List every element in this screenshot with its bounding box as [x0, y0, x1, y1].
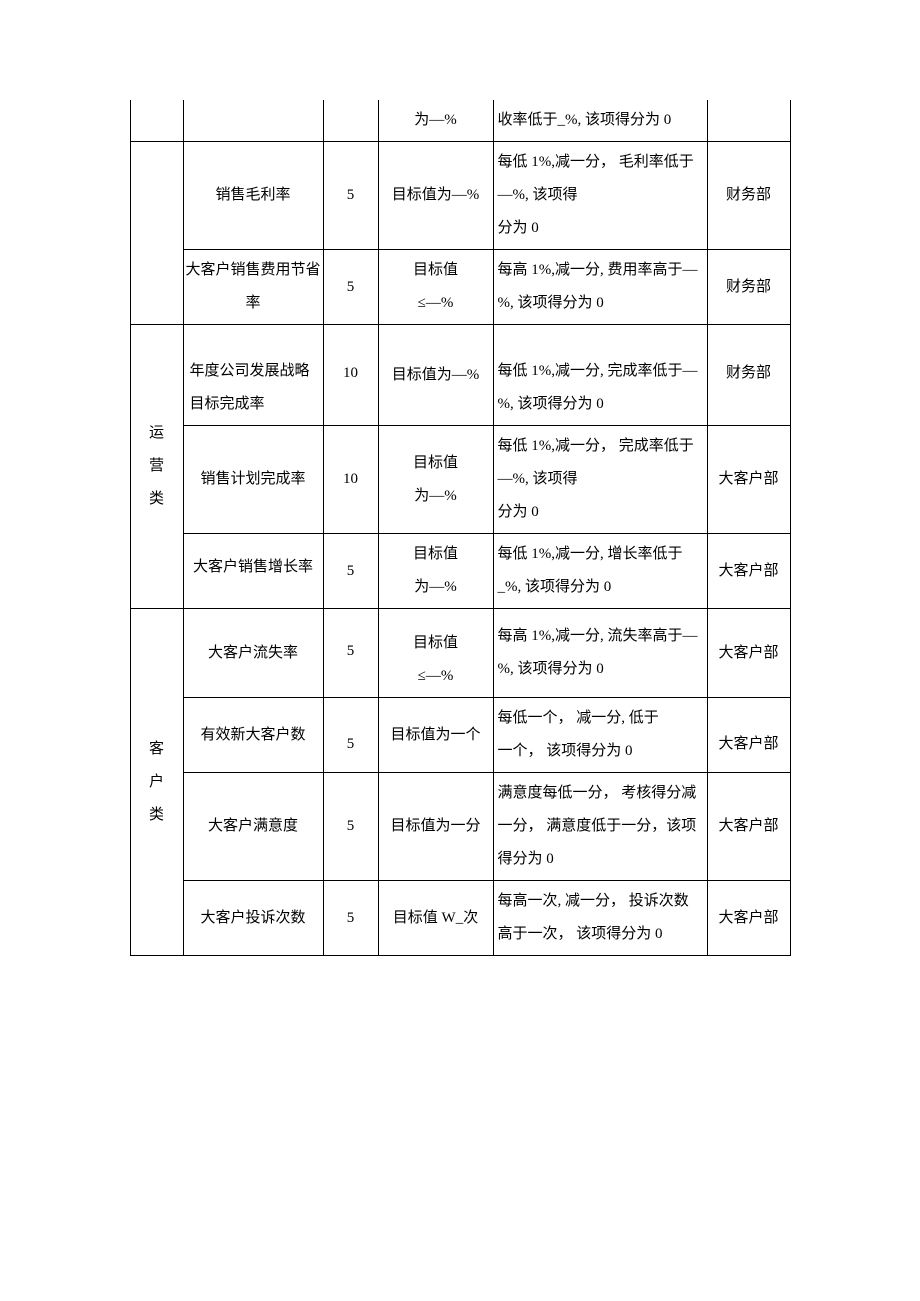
cell-indicator — [183, 100, 323, 142]
cell-source: 大客户部 — [707, 698, 790, 773]
cell-target: 为—% — [378, 100, 493, 142]
table-row: 大客户销售费用节省率 5 目标值≤—% 每高 1%,减一分, 费用率高于—%, … — [130, 250, 790, 325]
cell-indicator: 大客户销售增长率 — [183, 534, 323, 609]
cell-source: 大客户部 — [707, 426, 790, 534]
cell-weight: 5 — [323, 142, 378, 250]
cell-indicator: 大客户投诉次数 — [183, 881, 323, 956]
table-row: 有效新大客户数 5 目标值为一个 每低一个， 减一分, 低于一个， 该项得分为 … — [130, 698, 790, 773]
page: 为—% 收率低于_%, 该项得分为 0 销售毛利率 5 目标值为—% 每低 1%… — [0, 0, 920, 1016]
table-row: 大客户投诉次数 5 目标值 W_次 每高一次, 减一分， 投诉次数高于一次， 该… — [130, 881, 790, 956]
cell-rule: 每低 1%,减一分, 完成率低于—%, 该项得分为 0 — [493, 325, 707, 426]
cell-source — [707, 100, 790, 142]
cell-target: 目标值为一个 — [378, 698, 493, 773]
cell-weight: 5 — [323, 250, 378, 325]
cell-weight: 5 — [323, 773, 378, 881]
kpi-table: 为—% 收率低于_%, 该项得分为 0 销售毛利率 5 目标值为—% 每低 1%… — [130, 100, 791, 956]
cell-rule: 每低一个， 减一分, 低于一个， 该项得分为 0 — [493, 698, 707, 773]
table-row: 运营类 年度公司发展战略目标完成率 10 目标值为—% 每低 1%,减一分, 完… — [130, 325, 790, 426]
cell-weight — [323, 100, 378, 142]
cell-indicator: 大客户满意度 — [183, 773, 323, 881]
cell-indicator: 销售毛利率 — [183, 142, 323, 250]
cell-category — [130, 142, 183, 325]
table-row: 为—% 收率低于_%, 该项得分为 0 — [130, 100, 790, 142]
cell-indicator: 年度公司发展战略目标完成率 — [183, 325, 323, 426]
category-label: 运营类 — [149, 417, 164, 516]
cell-category: 客户类 — [130, 609, 183, 956]
cell-category — [130, 100, 183, 142]
cell-source: 财务部 — [707, 325, 790, 426]
cell-indicator: 有效新大客户数 — [183, 698, 323, 773]
cell-source: 财务部 — [707, 250, 790, 325]
cell-rule: 每低 1%,减一分， 毛利率低于—%, 该项得分为 0 — [493, 142, 707, 250]
cell-rule: 收率低于_%, 该项得分为 0 — [493, 100, 707, 142]
cell-rule: 每高一次, 减一分， 投诉次数高于一次， 该项得分为 0 — [493, 881, 707, 956]
cell-source: 大客户部 — [707, 881, 790, 956]
cell-weight: 10 — [323, 325, 378, 426]
cell-rule: 每低 1%,减一分, 增长率低于_%, 该项得分为 0 — [493, 534, 707, 609]
cell-weight: 5 — [323, 881, 378, 956]
cell-indicator: 销售计划完成率 — [183, 426, 323, 534]
cell-rule: 每高 1%,减一分, 流失率高于—%, 该项得分为 0 — [493, 609, 707, 698]
table-row: 销售计划完成率 10 目标值为—% 每低 1%,减一分， 完成率低于—%, 该项… — [130, 426, 790, 534]
table-row: 客户类 大客户流失率 5 目标值≤—% 每高 1%,减一分, 流失率高于—%, … — [130, 609, 790, 698]
cell-weight: 5 — [323, 534, 378, 609]
cell-source: 大客户部 — [707, 609, 790, 698]
cell-rule: 每高 1%,减一分, 费用率高于—%, 该项得分为 0 — [493, 250, 707, 325]
cell-target: 目标值≤—% — [378, 250, 493, 325]
cell-weight: 5 — [323, 609, 378, 698]
cell-category: 运营类 — [130, 325, 183, 609]
cell-source: 财务部 — [707, 142, 790, 250]
cell-target: 目标值为—% — [378, 325, 493, 426]
cell-target: 目标值为一分 — [378, 773, 493, 881]
cell-source: 大客户部 — [707, 773, 790, 881]
cell-source: 大客户部 — [707, 534, 790, 609]
cell-target: 目标值为—% — [378, 534, 493, 609]
cell-indicator: 大客户销售费用节省率 — [183, 250, 323, 325]
table-row: 销售毛利率 5 目标值为—% 每低 1%,减一分， 毛利率低于—%, 该项得分为… — [130, 142, 790, 250]
cell-indicator: 大客户流失率 — [183, 609, 323, 698]
cell-weight: 10 — [323, 426, 378, 534]
cell-weight: 5 — [323, 698, 378, 773]
cell-rule: 满意度每低一分， 考核得分减一分， 满意度低于一分，该项得分为 0 — [493, 773, 707, 881]
table-row: 大客户满意度 5 目标值为一分 满意度每低一分， 考核得分减一分， 满意度低于一… — [130, 773, 790, 881]
table-row: 大客户销售增长率 5 目标值为—% 每低 1%,减一分, 增长率低于_%, 该项… — [130, 534, 790, 609]
cell-target: 目标值为—% — [378, 142, 493, 250]
cell-target: 目标值 W_次 — [378, 881, 493, 956]
cell-rule: 每低 1%,减一分， 完成率低于—%, 该项得分为 0 — [493, 426, 707, 534]
category-label: 客户类 — [149, 733, 164, 832]
cell-target: 目标值≤—% — [378, 609, 493, 698]
cell-target: 目标值为—% — [378, 426, 493, 534]
